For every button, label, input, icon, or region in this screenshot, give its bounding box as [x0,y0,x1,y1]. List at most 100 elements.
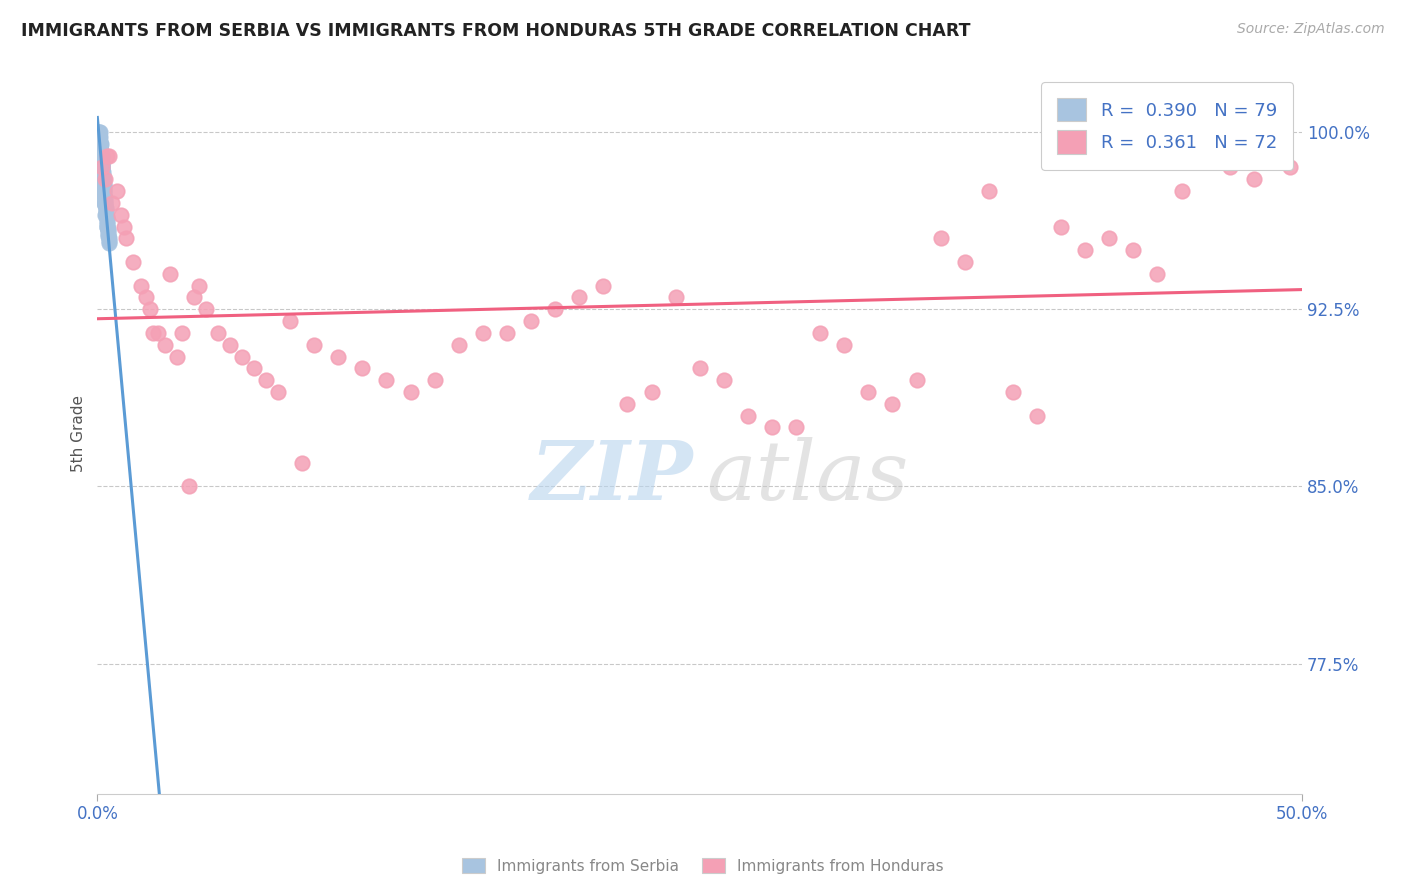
Point [785,420,807,434]
Point [94,202,117,217]
Point [87,128,110,142]
Text: atlas: atlas [706,436,908,516]
Point [471,326,494,340]
Point [302,337,325,351]
Point [90,136,112,151]
Point [243,361,266,376]
Point [89,135,111,149]
Point [139,302,162,317]
Point [90,146,112,161]
Point [146,326,169,340]
Point [94,205,117,219]
Point [97,224,120,238]
Point [177,479,200,493]
Point [90,155,112,169]
Point [187,278,209,293]
Point [87,125,110,139]
Point [153,337,176,351]
Point [112,219,135,234]
Point [91,175,114,189]
Point [1074,243,1097,257]
Point [1243,172,1265,186]
Point [96,149,118,163]
Point [97,231,120,245]
Point [89,125,111,139]
Point [858,384,880,399]
Point [90,151,112,165]
Legend: Immigrants from Serbia, Immigrants from Honduras: Immigrants from Serbia, Immigrants from … [456,852,950,880]
Point [101,196,124,211]
Point [93,177,115,191]
Point [93,172,115,186]
Point [89,139,111,153]
Point [207,326,229,340]
Point [115,231,138,245]
Point [905,373,928,387]
Point [231,350,253,364]
Point [496,326,519,340]
Point [1001,384,1024,399]
Text: Source: ZipAtlas.com: Source: ZipAtlas.com [1237,22,1385,37]
Point [89,139,111,153]
Point [96,219,118,234]
Point [96,210,118,224]
Point [89,144,111,158]
Point [90,151,112,165]
Point [97,229,120,244]
Point [93,182,115,196]
Point [953,255,976,269]
Point [1146,267,1168,281]
Point [568,290,591,304]
Point [98,236,121,251]
Point [183,290,205,304]
Point [520,314,543,328]
Point [91,168,114,182]
Point [96,219,118,234]
Point [93,208,115,222]
Point [447,337,470,351]
Point [93,179,115,194]
Point [267,384,290,399]
Point [1219,161,1241,175]
Point [91,172,114,186]
Point [91,172,114,186]
Point [142,326,165,340]
Point [90,149,112,163]
Point [929,231,952,245]
Point [105,184,128,198]
Point [254,373,277,387]
Point [97,222,120,236]
Point [97,227,120,241]
Text: IMMIGRANTS FROM SERBIA VS IMMIGRANTS FROM HONDURAS 5TH GRADE CORRELATION CHART: IMMIGRANTS FROM SERBIA VS IMMIGRANTS FRO… [21,22,970,40]
Legend: R =  0.390   N = 79, R =  0.361   N = 72: R = 0.390 N = 79, R = 0.361 N = 72 [1040,82,1294,170]
Point [94,198,117,212]
Point [544,302,567,317]
Point [93,191,115,205]
Point [713,373,735,387]
Point [96,212,118,227]
Point [423,373,446,387]
Point [977,184,1000,198]
Point [93,175,115,189]
Point [97,234,120,248]
Point [91,169,114,184]
Point [665,290,688,304]
Point [90,155,112,169]
Point [93,184,115,198]
Text: ZIP: ZIP [531,436,693,516]
Point [91,165,114,179]
Point [135,290,157,304]
Point [218,337,240,351]
Point [94,194,117,208]
Point [93,179,115,194]
Point [90,158,112,172]
Point [93,189,115,203]
Point [90,158,112,172]
Point [89,136,111,151]
Point [616,397,638,411]
Point [166,350,188,364]
Point [87,125,110,139]
Point [91,161,114,175]
Point [689,361,711,376]
Point [159,267,181,281]
